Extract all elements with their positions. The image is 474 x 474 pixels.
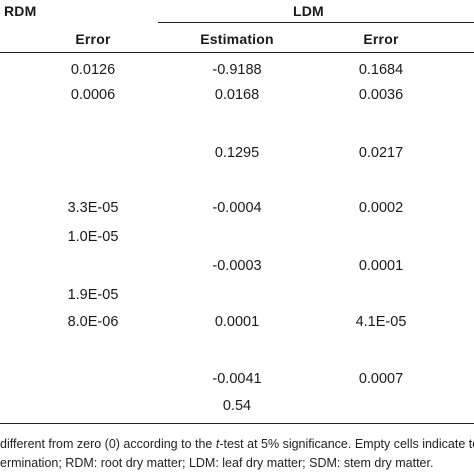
cell-ldm-estimation: -0.0041 [212, 371, 262, 387]
col-header-ldm-error: Error [363, 31, 399, 47]
group-header-ldm: LDM [293, 3, 324, 19]
cell-rdm-error: 0.0006 [70, 87, 116, 103]
cell-ldm-estimation: -0.0004 [212, 200, 262, 216]
cell-ldm-error: 0.0001 [358, 258, 404, 274]
cell-ldm-estimation: -0.9188 [212, 62, 262, 78]
cell-ldm-error: 4.1E-05 [355, 314, 407, 330]
header-rule [0, 52, 474, 53]
footnote-text: different from zero (0) according to the [0, 437, 216, 451]
cell-ldm-estimation: 0.0168 [214, 87, 260, 103]
cell-rdm-error: 1.9E-05 [67, 287, 119, 303]
group-header-rdm: RDM [4, 3, 37, 19]
cell-ldm-error: 0.0036 [358, 87, 404, 103]
col-header-ldm-estimation: Estimation [200, 31, 274, 47]
footnote-line-1: different from zero (0) according to the… [0, 437, 474, 451]
cell-ldm-estimation: 0.1295 [214, 145, 260, 161]
bottom-rule [0, 423, 474, 424]
cell-ldm-error: 0.0217 [358, 145, 404, 161]
cell-ldm-estimation: -0.0003 [212, 258, 262, 274]
footnote-t-italic: t [215, 437, 220, 451]
footnote-text: -test at 5% significance. Empty cells in… [219, 437, 474, 451]
cell-rdm-error: 3.3E-05 [67, 200, 119, 216]
cell-ldm-error: 0.1684 [358, 62, 404, 78]
cell-ldm-estimation: 0.54 [222, 398, 252, 414]
cell-rdm-error: 8.0E-06 [67, 314, 119, 330]
cell-ldm-estimation: 0.0001 [214, 314, 260, 330]
cell-rdm-error: 1.0E-05 [67, 229, 119, 245]
footnote-line-2: ermination; RDM: root dry matter; LDM: l… [0, 456, 434, 470]
ldm-group-underline [158, 22, 474, 23]
cell-ldm-error: 0.0002 [358, 200, 404, 216]
cell-rdm-error: 0.0126 [70, 62, 116, 78]
col-header-rdm-error: Error [75, 31, 111, 47]
cell-ldm-error: 0.0007 [358, 371, 404, 387]
